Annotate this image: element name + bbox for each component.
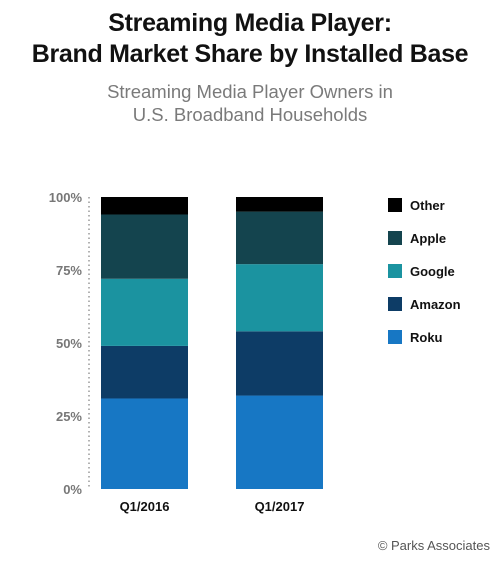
y-tick-label: 75% [56, 263, 82, 278]
legend-label-apple: Apple [410, 231, 446, 246]
bar-segment-other [101, 197, 188, 215]
bar-segment-amazon [236, 331, 323, 396]
legend-label-roku: Roku [410, 330, 443, 345]
bar-segment-other [236, 197, 323, 212]
bar-segment-apple [236, 211, 323, 265]
legend-label-other: Other [410, 198, 445, 213]
y-tick-label: 100% [49, 190, 83, 205]
title-line-1: Streaming Media Player: [108, 9, 392, 37]
legend-swatch-google [388, 264, 402, 278]
y-tick-label: 0% [63, 482, 82, 497]
bar-segment-google [101, 278, 188, 346]
bar-segment-apple [101, 214, 188, 279]
x-category-label: Q1/2016 [120, 499, 170, 514]
source-credit: © Parks Associates [377, 538, 490, 553]
subtitle-line-2: U.S. Broadband Households [132, 104, 368, 125]
legend-swatch-amazon [388, 297, 402, 311]
bar-segment-amazon [101, 345, 188, 399]
bar-segment-roku [236, 395, 323, 489]
y-tick-label: 25% [56, 409, 82, 424]
bar-segment-roku [101, 398, 188, 489]
bar-segment-google [236, 264, 323, 332]
legend-swatch-apple [388, 231, 402, 245]
legend-label-google: Google [410, 264, 455, 279]
legend-swatch-roku [388, 330, 402, 344]
chart-title: Streaming Media Player: Brand Market Sha… [0, 8, 500, 70]
subtitle-line-1: Streaming Media Player Owners in [107, 81, 393, 102]
legend-label-amazon: Amazon [410, 297, 461, 312]
chart-subtitle: Streaming Media Player Owners in U.S. Br… [0, 80, 500, 126]
x-category-label: Q1/2017 [255, 499, 305, 514]
y-tick-label: 50% [56, 336, 82, 351]
title-line-2: Brand Market Share by Installed Base [31, 40, 469, 68]
legend-swatch-other [388, 198, 402, 212]
